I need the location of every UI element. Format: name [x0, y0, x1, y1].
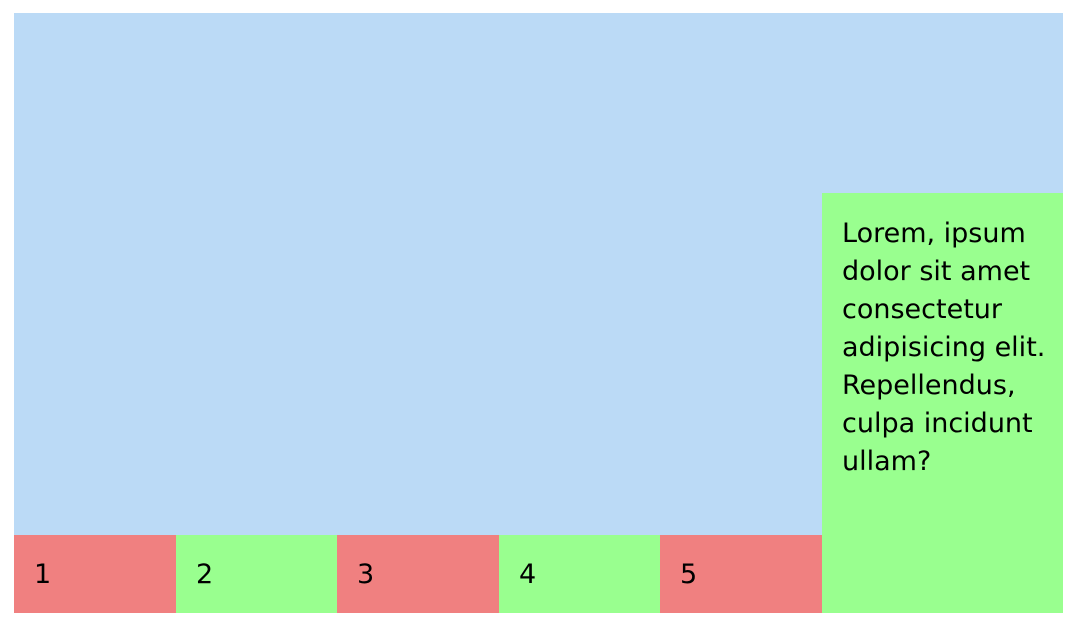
- flex-container: 1 2 3 4 5 Lorem, ipsum dolor sit amet co…: [14, 13, 1063, 613]
- flex-item-3: 3: [337, 535, 499, 613]
- flex-item-4: 4: [499, 535, 661, 613]
- flex-item-2: 2: [176, 535, 338, 613]
- flex-item-1: 1: [14, 535, 176, 613]
- flex-item-text: Lorem, ipsum dolor sit amet consectetur …: [822, 193, 1063, 613]
- flex-item-5: 5: [660, 535, 822, 613]
